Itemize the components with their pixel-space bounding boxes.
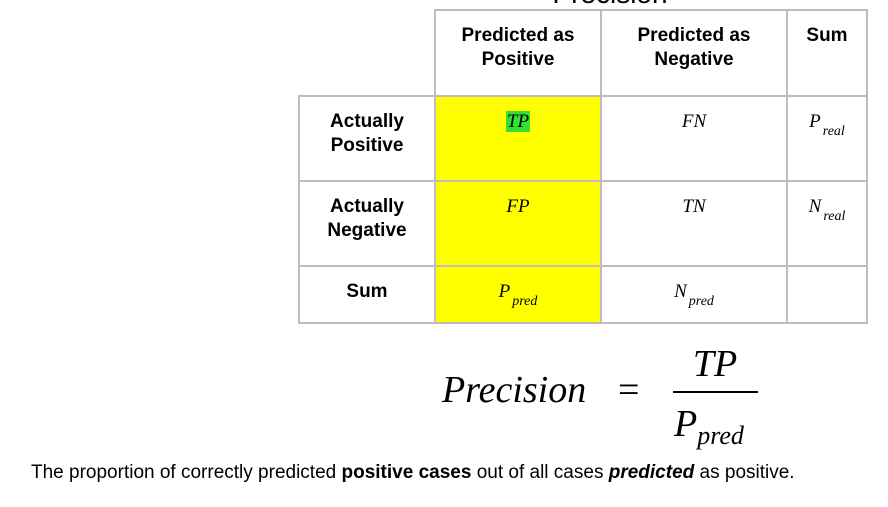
formula-equals: = <box>618 369 640 411</box>
col-header-line: Predicted as <box>637 25 751 46</box>
row-header-line: Negative <box>327 220 407 241</box>
caption-text: The proportion of correctly predicted po… <box>31 461 795 485</box>
cell-sub: pred <box>688 294 714 309</box>
formula-lhs: Precision <box>442 369 587 411</box>
cell-main: N <box>808 196 822 217</box>
caption-bold-italic: predicted <box>608 462 695 483</box>
caption-part: as positive. <box>694 462 795 483</box>
confusion-matrix-table: Predicted as Positive Predicted as Negat… <box>298 9 868 324</box>
cell-main: FN <box>681 111 707 132</box>
row-header-line: Actually <box>330 111 404 132</box>
denominator-sub: pred <box>697 421 744 450</box>
cell-main: TP <box>505 111 531 132</box>
cell-sub: real <box>823 209 846 224</box>
cell-main: TN <box>682 196 706 217</box>
corner-cell <box>299 10 436 97</box>
row-header-line: Actually <box>330 196 404 217</box>
col-header-line: Positive <box>481 49 555 70</box>
col-header-sum: Sum <box>786 9 868 97</box>
col-header-line: Predicted as <box>461 25 575 46</box>
caption-part: out of all cases <box>471 462 609 483</box>
cell-empty <box>786 265 868 324</box>
row-header-actually-positive: Actually Positive <box>298 95 436 182</box>
cell-sub: real <box>822 124 845 139</box>
cell-sub: pred <box>512 294 538 309</box>
cell-main: P <box>498 281 511 302</box>
cell-main: N <box>674 281 687 302</box>
cell-main: FP <box>506 196 530 217</box>
cell-tn: TN <box>600 180 788 267</box>
row-header-sum: Sum <box>298 265 436 324</box>
cell-tp: TP <box>434 95 602 182</box>
row-header-line: Positive <box>330 135 404 156</box>
slide-title: Precision <box>434 0 786 10</box>
caption-part: The proportion of correctly predicted <box>31 462 342 483</box>
formula-denominator: Ppred <box>670 402 774 450</box>
denominator-main: P <box>674 403 698 445</box>
cell-fn: FN <box>600 95 788 182</box>
row-header-line: Sum <box>346 281 388 302</box>
fraction-bar <box>673 391 758 393</box>
caption-bold: positive cases <box>341 462 472 483</box>
row-header-actually-negative: Actually Negative <box>298 180 436 267</box>
precision-formula: Precision = TP Ppred <box>440 338 770 450</box>
col-header-line: Sum <box>806 25 848 46</box>
formula-numerator: TP <box>692 343 738 385</box>
col-header-predicted-positive: Predicted as Positive <box>434 9 602 97</box>
cell-main: P <box>809 111 821 132</box>
header-row: Predicted as Positive Predicted as Negat… <box>299 9 868 97</box>
col-header-predicted-negative: Predicted as Negative <box>600 9 788 97</box>
cell-fp: FP <box>434 180 602 267</box>
col-header-line: Negative <box>654 49 734 70</box>
